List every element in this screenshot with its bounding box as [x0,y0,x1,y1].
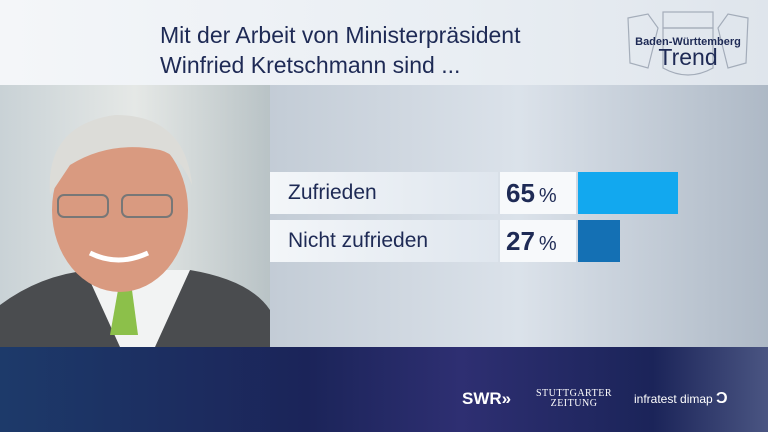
unit: % [538,185,557,207]
logo-line2: Trend [658,44,718,70]
page-title: Mit der Arbeit von Ministerpräsident Win… [160,20,521,80]
coat-of-arms-icon [627,11,749,76]
category-label: Nicht zufrieden [270,220,498,262]
person-portrait [0,115,270,347]
infratest-logo: infratest dimap Ɔ [634,390,728,408]
infratest-icon: Ɔ [716,390,728,407]
stz-line1: STUTTGARTER [536,388,613,399]
logo-line1: Baden-Württemberg [635,36,741,48]
value-number: 65 [506,178,535,208]
value-label: 65% [500,172,576,214]
category-label: Zufrieden [270,172,498,214]
stuttgarter-zeitung-logo: STUTTGARTER ZEITUNG [536,389,612,409]
swr-text: SWR [462,389,502,408]
bar-nicht-zufrieden [578,220,620,262]
swr-logo: SWR» [462,389,511,409]
footer-bar: SWR» STUTTGARTER ZEITUNG infratest dimap … [0,347,768,432]
portrait-photo [0,85,270,347]
unit: % [538,233,557,255]
title-line-2: Winfried Kretschmann sind ... [160,52,461,78]
title-line-1: Mit der Arbeit von Ministerpräsident [160,22,521,48]
double-chevron-right-icon: » [501,389,512,408]
infratest-text: infratest dimap [634,392,713,406]
header-bar: Mit der Arbeit von Ministerpräsident Win… [0,0,768,85]
chart-area [270,85,768,347]
value-label: 27% [500,220,576,262]
bar-zufrieden [578,172,679,214]
value-number: 27 [506,226,535,256]
stz-line2: ZEITUNG [550,398,598,409]
bw-trend-logo: Baden-Württemberg Trend [618,8,758,84]
